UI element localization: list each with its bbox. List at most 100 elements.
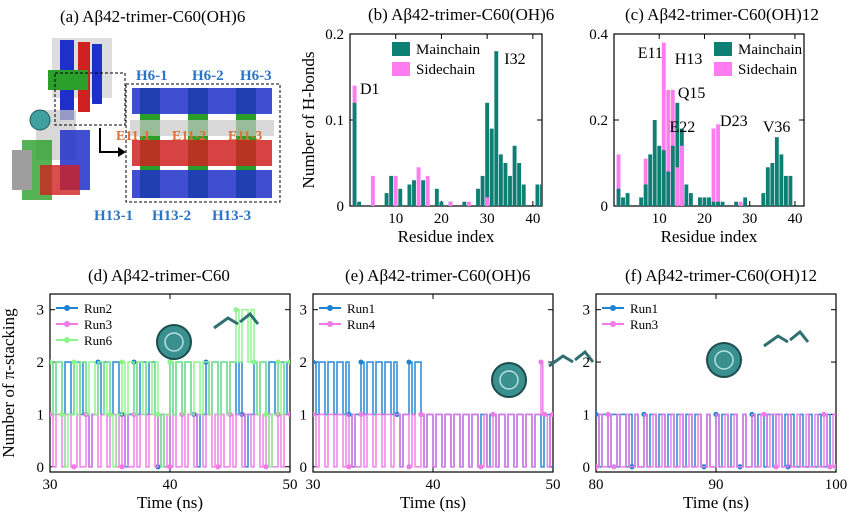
- annotation-e22: E22: [670, 119, 696, 136]
- annotation-d1: D1: [360, 81, 380, 98]
- bar-mainchain-res-33: [498, 154, 503, 206]
- chart-d-ylabel: Number of π-stacking: [0, 308, 18, 458]
- bar-mainchain-res-1: [616, 188, 621, 206]
- bar-sidechain-res-30: [485, 197, 490, 206]
- chart-c: (c) Aβ42-trimer-C60(OH)12 10 20 30 40 0 0.2 0.4…: [589, 5, 819, 246]
- point-run6: [119, 359, 125, 365]
- x-tick-label: 30: [480, 211, 495, 227]
- chart-f-plot: [596, 411, 836, 470]
- bar-mainchain-res-20: [702, 197, 707, 206]
- bar-sidechain-res-10: [393, 175, 398, 206]
- point-run4: [542, 411, 548, 418]
- bar-mainchain-res-29: [480, 175, 485, 206]
- c60-ring-icon: [164, 332, 184, 352]
- point-run4: [418, 411, 424, 418]
- point-run3: [50, 411, 53, 418]
- label-h6-1: H6-1: [136, 68, 168, 84]
- bar-mainchain-res-35: [508, 175, 512, 206]
- legend-label-run2: Run2: [84, 301, 112, 316]
- chart-e-plot: [313, 359, 553, 470]
- point-run1: [406, 359, 412, 365]
- legend-swatch-mainchain: [714, 42, 732, 56]
- bar-mainchain-res-25: [462, 201, 467, 206]
- point-run6: [167, 359, 173, 365]
- residue-sticks-icon: [548, 349, 595, 368]
- y-tick-label: 2: [300, 355, 308, 371]
- bar-mainchain-res-28: [476, 188, 480, 206]
- chart-b: (b) Aβ42-trimer-C60(OH)6 10 20 30 40 0 0.1 0.2 R…: [299, 5, 554, 246]
- bar-mainchain-res-19: [698, 197, 702, 206]
- chart-d-plot: [50, 307, 290, 470]
- point-run6: [251, 359, 257, 365]
- label-e11-2: E11-2: [172, 129, 206, 144]
- chart-c-title: (c) Aβ42-trimer-C60(OH)12: [625, 5, 819, 24]
- label-h6-2: H6-2: [192, 68, 224, 84]
- bar-mainchain-res-37: [517, 163, 522, 206]
- point-run3: [605, 411, 611, 418]
- series-run3: [50, 413, 290, 468]
- bar-mainchain-res-36: [774, 137, 779, 206]
- bar-mainchain-res-3: [625, 193, 630, 206]
- bar-mainchain-res-2: [621, 197, 625, 206]
- x-tick-label: 30: [306, 477, 321, 493]
- point-run3: [821, 411, 827, 418]
- y-tick-label: 0.1: [325, 113, 344, 129]
- series-run6: [50, 308, 290, 468]
- series-run3: [596, 413, 836, 468]
- y-tick-label: 1: [37, 407, 45, 423]
- bar-sidechain-res-17: [425, 175, 430, 206]
- chart-d-title: (d) Aβ42-trimer-C60: [88, 266, 230, 285]
- label-h13-3: H13-3: [212, 208, 251, 224]
- point-run3: [773, 464, 779, 470]
- y-tick-label: 3: [583, 303, 591, 319]
- point-run1: [358, 359, 364, 365]
- point-run3: [263, 464, 269, 470]
- point-run4: [550, 411, 553, 418]
- bar-mainchain-res-35: [770, 163, 775, 206]
- bar-sidechain-res-14: [675, 167, 680, 206]
- label-h13-1: H13-1: [94, 208, 133, 224]
- point-run3: [827, 464, 833, 470]
- legend-label-mainchain: Mainchain: [416, 42, 481, 58]
- bar-sidechain-res-15: [416, 167, 421, 206]
- annotation-d23: D23: [720, 113, 748, 130]
- bar-mainchain-res-42: [540, 184, 542, 206]
- point-run6: [263, 411, 269, 418]
- legend-label-run3: Run3: [630, 317, 658, 332]
- bar-mainchain-res-20: [439, 201, 444, 206]
- bar-mainchain-res-11: [398, 188, 403, 206]
- bar-mainchain-res-2: [357, 201, 362, 206]
- point-run3: [761, 411, 767, 418]
- bar-sidechain-res-15: [679, 145, 684, 206]
- legend-label-sidechain: Sidechain: [416, 62, 476, 78]
- chart-b-xlabel: Residue index: [398, 227, 495, 246]
- bar-mainchain-res-27: [734, 201, 739, 206]
- x-tick-label: 90: [709, 477, 724, 493]
- bar-sidechain-res-5: [370, 175, 375, 206]
- bar-mainchain-res-16: [421, 180, 426, 206]
- x-tick-label: 40: [163, 477, 178, 493]
- bar-mainchain-res-11: [661, 150, 666, 206]
- point-run3: [611, 464, 617, 470]
- y-tick-label: 1: [300, 407, 308, 423]
- point-run1: [596, 411, 599, 418]
- bar-mainchain-res-33: [761, 193, 766, 206]
- point-run4: [406, 464, 412, 470]
- bar-mainchain-res-21: [707, 197, 711, 206]
- chart-e-title: (e) Aβ42-trimer-C60(OH)6: [345, 266, 530, 285]
- y-tick-label: 2: [583, 355, 591, 371]
- legend-marker-run3: [64, 321, 70, 327]
- label-e11-3: E11-3: [228, 129, 262, 144]
- x-tick-label: 20: [434, 211, 449, 227]
- panel-a-illustration: (a) Aβ42-trimer-C60(OH)6: [12, 7, 281, 224]
- chart-f-title: (f) Aβ42-trimer-C60(OH)12: [625, 266, 817, 285]
- x-tick-label: 50: [546, 477, 561, 493]
- bar-mainchain-res-31: [489, 128, 494, 206]
- residue-sticks-icon: [763, 329, 810, 348]
- bar-mainchain-res-10: [657, 145, 662, 206]
- zoom-box: [125, 83, 281, 203]
- series-run4: [313, 361, 553, 468]
- bar-sidechain-res-28: [738, 201, 743, 206]
- bar-mainchain-res-37: [779, 154, 784, 206]
